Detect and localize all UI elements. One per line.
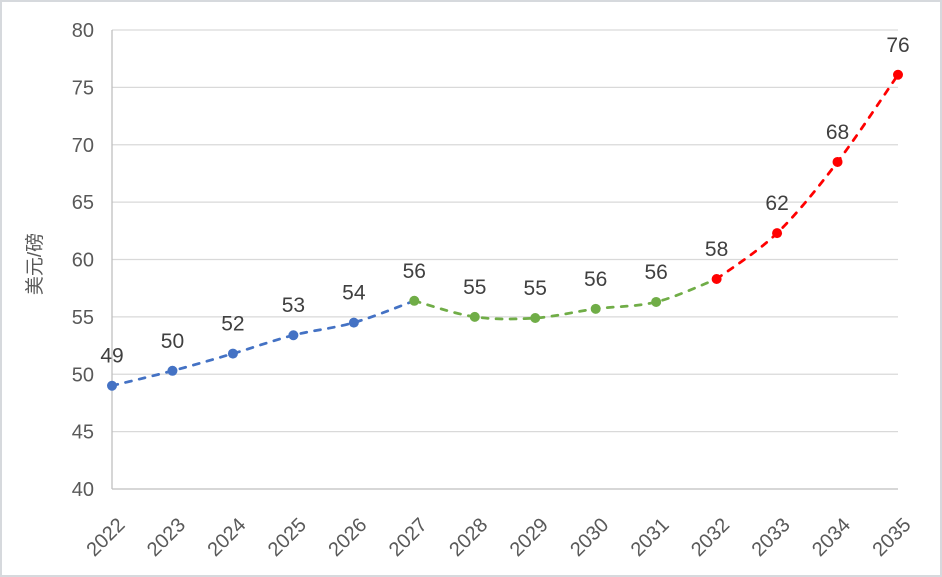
y-tick-label: 55 bbox=[72, 307, 94, 329]
data-point-label: 55 bbox=[524, 277, 547, 300]
data-point-label: 62 bbox=[765, 192, 788, 215]
x-tick-label: 2030 bbox=[566, 514, 613, 561]
data-point-marker bbox=[590, 303, 601, 314]
data-point-label: 68 bbox=[826, 121, 849, 144]
data-point-label: 56 bbox=[644, 261, 667, 284]
label-layer: 40 45 50 55 60 65 70 75 80 2022 2023 2024 2025 2026 20… bbox=[72, 20, 916, 561]
x-tick-label: 2026 bbox=[324, 514, 371, 561]
data-point-label: 49 bbox=[100, 345, 123, 368]
data-point-marker bbox=[288, 330, 299, 341]
x-tick-label: 2032 bbox=[687, 514, 734, 561]
x-tick-label: 2022 bbox=[83, 514, 130, 561]
axis-layer bbox=[111, 30, 898, 490]
x-tick-label: 2028 bbox=[445, 514, 492, 561]
series-layer bbox=[107, 69, 903, 391]
data-point-marker bbox=[409, 295, 420, 306]
series-path-segment-red bbox=[715, 73, 900, 281]
data-point-label: 54 bbox=[342, 282, 366, 305]
x-tick-label: 2027 bbox=[385, 514, 432, 561]
x-tick-label: 2033 bbox=[748, 514, 795, 561]
data-point-marker bbox=[348, 317, 359, 328]
data-point-label: 58 bbox=[705, 238, 728, 261]
data-point-marker bbox=[107, 380, 117, 391]
data-point-marker bbox=[711, 274, 722, 285]
x-tick-label: 2029 bbox=[506, 514, 553, 561]
data-point-label: 76 bbox=[886, 34, 909, 57]
y-tick-label: 50 bbox=[72, 364, 94, 386]
data-point-marker bbox=[832, 156, 843, 167]
data-point-label: 56 bbox=[584, 268, 607, 291]
y-tick-label: 75 bbox=[72, 77, 94, 99]
data-point-marker bbox=[530, 313, 541, 324]
data-point-marker bbox=[651, 296, 662, 307]
y-tick-label: 70 bbox=[72, 135, 94, 157]
y-tick-label: 60 bbox=[72, 250, 94, 272]
data-point-marker bbox=[227, 348, 238, 359]
series-path-segment-blue bbox=[110, 299, 416, 388]
x-tick-label: 2035 bbox=[869, 514, 916, 561]
data-point-label: 50 bbox=[161, 330, 184, 353]
y-tick-label: 80 bbox=[72, 20, 94, 42]
y-tick-label: 45 bbox=[72, 422, 94, 444]
data-point-marker bbox=[772, 228, 783, 239]
x-tick-label: 2025 bbox=[264, 514, 311, 561]
y-axis-title: 美元/磅 bbox=[24, 233, 46, 295]
grid-layer bbox=[112, 29, 898, 433]
y-tick-label: 65 bbox=[72, 192, 94, 214]
data-point-label: 55 bbox=[463, 276, 486, 299]
y-tick-label: 40 bbox=[72, 479, 94, 501]
x-tick-label: 2024 bbox=[203, 514, 250, 561]
data-point-label: 53 bbox=[282, 294, 305, 317]
x-tick-label: 2023 bbox=[143, 514, 190, 561]
data-point-marker bbox=[469, 311, 480, 322]
data-point-label: 52 bbox=[221, 313, 244, 336]
data-point-marker bbox=[167, 365, 178, 376]
data-point-marker bbox=[893, 69, 903, 80]
series-path-segment-green bbox=[412, 277, 718, 321]
x-tick-label: 2031 bbox=[627, 514, 674, 561]
x-tick-label: 2034 bbox=[808, 514, 855, 561]
data-point-label: 56 bbox=[403, 260, 426, 283]
